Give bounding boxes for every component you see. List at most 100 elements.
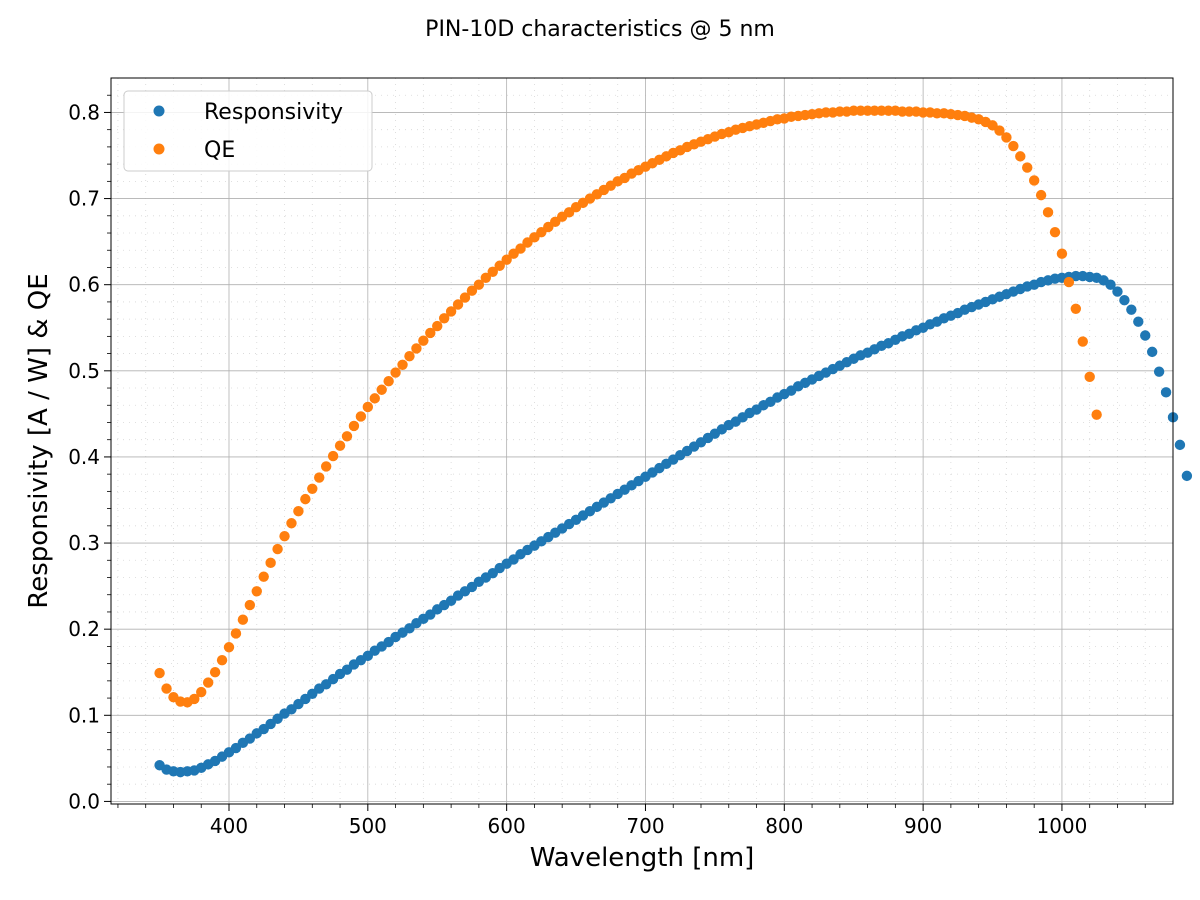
minor-grid	[111, 78, 1173, 804]
data-point-qe	[202, 677, 214, 688]
chart-title: PIN-10D characteristics @ 5 nm	[425, 17, 775, 42]
data-point-qe	[154, 667, 165, 679]
data-point-qe	[307, 483, 318, 494]
data-point-responsivity	[1126, 304, 1137, 315]
data-point-qe	[251, 586, 262, 597]
legend: Responsivity QE	[123, 90, 373, 172]
data-point-qe	[286, 518, 297, 529]
data-point-qe	[272, 543, 283, 555]
data-point-qe	[501, 254, 512, 265]
data-point-qe	[334, 440, 346, 451]
y-tick-label: 0.5	[68, 359, 100, 383]
data-point-qe	[459, 292, 471, 303]
plot-frame	[110, 77, 1174, 805]
legend-label-qe: QE	[204, 138, 235, 163]
data-point-qe	[438, 313, 450, 324]
data-point-qe	[452, 299, 464, 310]
data-point-qe	[1049, 226, 1061, 238]
legend-marker-responsivity	[153, 105, 165, 117]
data-point-qe	[411, 343, 422, 354]
data-point-qe	[390, 367, 401, 378]
data-point-responsivity	[1133, 316, 1144, 327]
data-point-qe	[216, 654, 228, 666]
data-point-qe	[279, 530, 290, 542]
y-tick-label: 0.8	[68, 100, 100, 124]
y-tick-label: 0.2	[68, 617, 100, 641]
data-point-qe	[425, 327, 436, 339]
data-point-qe	[397, 359, 408, 370]
y-tick-label: 0.6	[68, 273, 100, 297]
data-point-qe	[383, 375, 394, 387]
data-point-qe	[1070, 303, 1082, 315]
data-point-qe	[1008, 140, 1019, 152]
x-tick-label: 600	[488, 814, 526, 838]
series-layer	[154, 105, 1193, 778]
legend-label-responsivity: Responsivity	[204, 100, 343, 125]
data-point-qe	[473, 279, 485, 290]
data-point-qe	[480, 272, 492, 284]
data-point-qe	[348, 420, 360, 432]
data-point-qe	[1015, 151, 1026, 162]
data-point-qe	[494, 260, 505, 271]
data-point-responsivity	[1181, 470, 1193, 482]
data-point-qe	[1022, 162, 1033, 173]
y-axis-label: Responsivity [A / W] & QE	[24, 273, 54, 608]
data-point-qe	[300, 493, 311, 505]
data-point-responsivity	[1140, 330, 1151, 341]
data-point-qe	[418, 335, 429, 346]
data-point-qe	[237, 614, 249, 625]
data-point-responsivity	[1105, 279, 1116, 290]
data-point-qe	[209, 667, 221, 678]
data-point-qe	[376, 384, 387, 395]
series-qe	[154, 105, 1102, 708]
data-point-qe	[230, 628, 242, 639]
data-point-responsivity	[1119, 294, 1130, 306]
x-tick-label: 400	[210, 814, 248, 838]
data-point-qe	[362, 401, 374, 413]
legend-marker-qe	[153, 143, 165, 155]
data-point-qe	[404, 350, 415, 362]
data-point-qe	[1042, 207, 1054, 218]
y-tick-label: 0.7	[68, 187, 100, 211]
data-point-responsivity	[1146, 346, 1158, 358]
data-point-qe	[487, 266, 498, 277]
x-tick-label: 500	[349, 814, 387, 838]
data-point-qe	[244, 599, 256, 611]
data-point-qe	[1091, 409, 1102, 420]
data-point-qe	[1028, 175, 1040, 186]
y-tick-label: 0.0	[68, 789, 100, 813]
data-point-qe	[1056, 248, 1068, 259]
data-point-qe	[341, 431, 353, 442]
data-point-responsivity	[1160, 387, 1172, 398]
data-point-qe	[314, 472, 325, 483]
axis-ticks	[104, 94, 1146, 811]
data-point-qe	[223, 642, 235, 653]
x-tick-label: 700	[626, 814, 664, 838]
data-point-responsivity	[1174, 439, 1186, 451]
data-point-qe	[994, 125, 1005, 136]
legend-box	[123, 90, 373, 172]
data-point-qe	[196, 686, 207, 698]
data-point-qe	[1084, 371, 1095, 383]
data-point-qe	[265, 557, 276, 569]
data-point-qe	[293, 505, 304, 517]
major-grid	[111, 78, 1173, 804]
data-point-responsivity	[1112, 286, 1123, 297]
data-point-qe	[355, 411, 367, 422]
tick-labels: 400 500 600 700 800 900 1000 0.0 0.1 0.2 0.3 0.4 0.5…	[68, 100, 1087, 838]
y-tick-label: 0.1	[68, 703, 100, 727]
x-tick-label: 800	[765, 814, 803, 838]
data-point-responsivity	[1153, 366, 1165, 377]
x-tick-label: 900	[904, 814, 942, 838]
data-point-qe	[161, 683, 172, 694]
data-point-qe	[327, 450, 339, 462]
data-point-qe	[189, 693, 200, 705]
data-point-qe	[466, 285, 478, 296]
data-point-qe	[1077, 336, 1088, 347]
data-point-qe	[432, 320, 443, 332]
y-tick-label: 0.4	[68, 445, 100, 469]
x-axis-label: Wavelength [nm]	[530, 843, 755, 873]
data-point-qe	[1035, 189, 1047, 201]
data-point-qe	[1063, 276, 1075, 288]
